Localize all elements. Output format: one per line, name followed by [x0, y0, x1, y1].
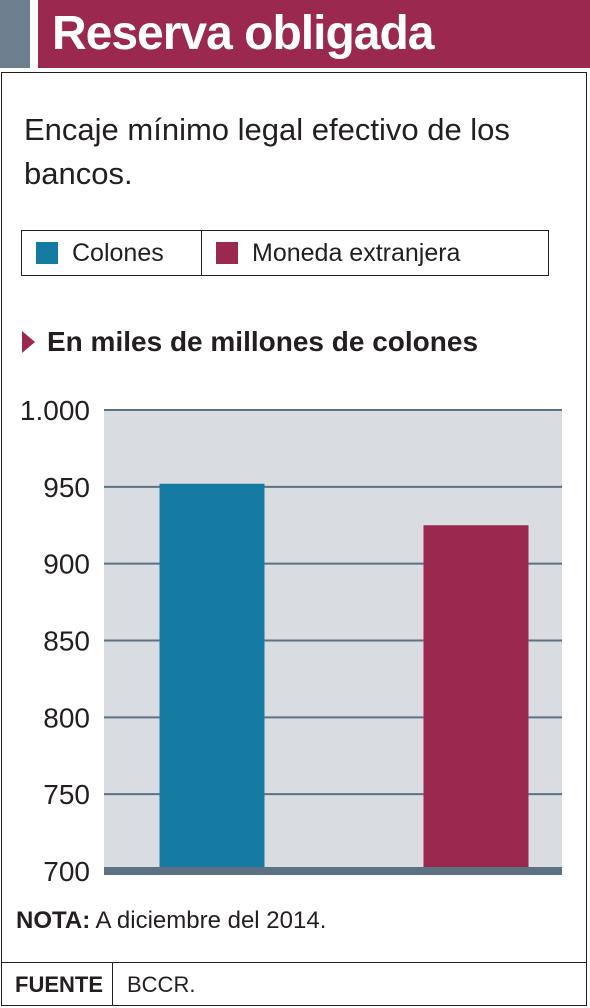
- unit-row: En miles de millones de colones: [22, 326, 478, 358]
- legend: Colones Moneda extranjera: [21, 230, 549, 276]
- source-key: FUENTE: [1, 963, 113, 1006]
- y-tick-label: 850: [43, 626, 90, 657]
- note: NOTA: A diciembre del 2014.: [16, 907, 326, 935]
- legend-item-moneda-extranjera: Moneda extranjera: [202, 231, 460, 275]
- y-tick-label: 750: [43, 779, 90, 810]
- header-bar: Reserva obligada: [38, 0, 590, 68]
- bar-chart: 700 750 800 850 900 950 1.000: [20, 395, 562, 885]
- y-tick-label: 900: [43, 549, 90, 580]
- unit-label: En miles de millones de colones: [47, 326, 479, 357]
- legend-swatch-moneda-extranjera: [216, 242, 238, 264]
- chart-subtitle: Encaje mínimo legal efectivo de los banc…: [24, 112, 510, 191]
- source-value: BCCR.: [127, 971, 196, 997]
- chart-title: Reserva obligada: [52, 7, 434, 60]
- legend-swatch-colones: [36, 242, 58, 264]
- y-tick-label: 1.000: [20, 395, 90, 426]
- legend-label-moneda-extranjera: Moneda extranjera: [252, 238, 461, 267]
- y-tick-label: 950: [43, 472, 90, 503]
- legend-item-colones: Colones: [22, 231, 202, 275]
- y-tick-label: 800: [43, 702, 90, 733]
- header-accent: [0, 0, 30, 68]
- bar-colones: [159, 483, 265, 871]
- note-text: A diciembre del 2014.: [95, 907, 327, 934]
- chart-frame: [1, 72, 587, 1006]
- y-tick-label: 700: [43, 856, 90, 885]
- triangle-bullet-icon: [22, 331, 35, 353]
- source-row: FUENTE BCCR.: [1, 962, 587, 1006]
- legend-label-colones: Colones: [72, 238, 164, 267]
- note-key: NOTA:: [16, 907, 91, 934]
- bar-moneda-extranjera: [423, 525, 529, 871]
- x-axis-baseline: [104, 867, 562, 875]
